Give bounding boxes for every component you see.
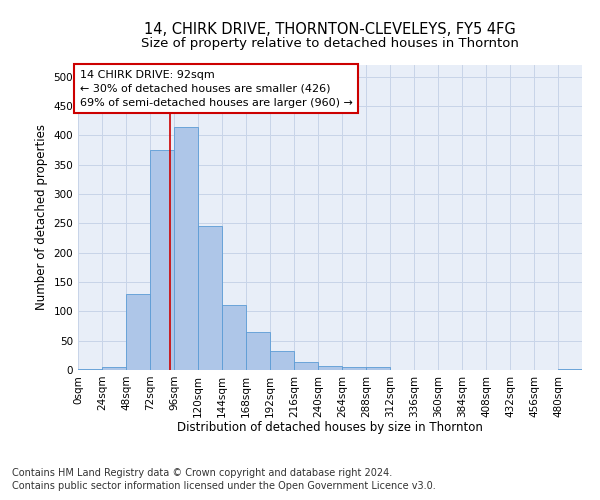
Y-axis label: Number of detached properties: Number of detached properties	[35, 124, 48, 310]
Bar	[294, 362, 318, 370]
Text: 14 CHIRK DRIVE: 92sqm
← 30% of detached houses are smaller (426)
69% of semi-det: 14 CHIRK DRIVE: 92sqm ← 30% of detached …	[80, 70, 353, 108]
Bar	[318, 366, 342, 370]
Text: Contains public sector information licensed under the Open Government Licence v3: Contains public sector information licen…	[12, 481, 436, 491]
Text: Size of property relative to detached houses in Thornton: Size of property relative to detached ho…	[141, 38, 519, 51]
Bar	[78, 369, 102, 370]
Bar	[222, 306, 246, 370]
Text: Contains HM Land Registry data © Crown copyright and database right 2024.: Contains HM Land Registry data © Crown c…	[12, 468, 392, 477]
Bar	[198, 226, 222, 370]
Bar	[102, 367, 126, 370]
Bar	[150, 150, 174, 370]
Bar	[342, 367, 366, 370]
Bar	[246, 332, 270, 370]
Bar	[126, 294, 150, 370]
Bar	[174, 126, 198, 370]
Bar	[558, 369, 582, 370]
Bar	[366, 367, 390, 370]
X-axis label: Distribution of detached houses by size in Thornton: Distribution of detached houses by size …	[177, 421, 483, 434]
Bar	[270, 350, 294, 370]
Text: 14, CHIRK DRIVE, THORNTON-CLEVELEYS, FY5 4FG: 14, CHIRK DRIVE, THORNTON-CLEVELEYS, FY5…	[144, 22, 516, 38]
